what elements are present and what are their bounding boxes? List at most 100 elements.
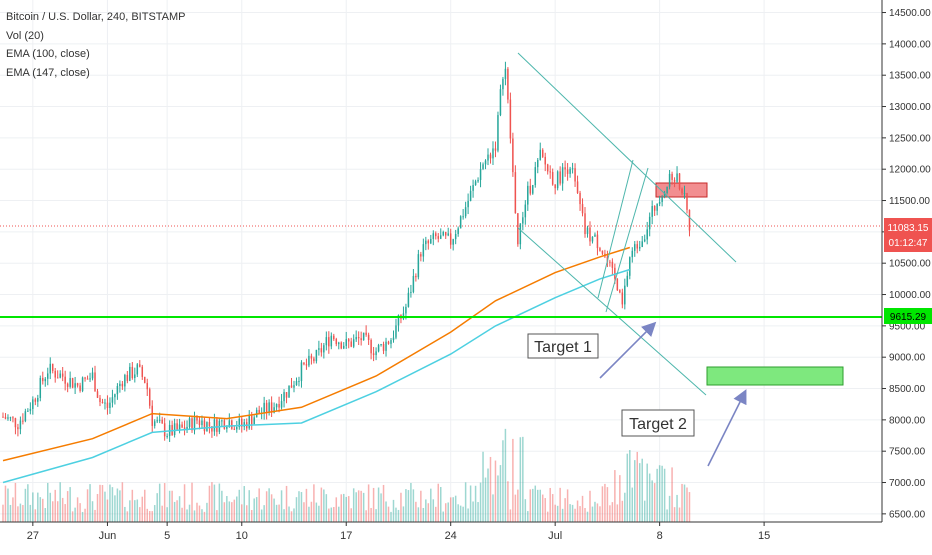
candle-body [163,423,166,437]
candle-body [161,419,163,424]
candle-body [462,216,464,218]
candle-body [422,244,425,257]
legend-ema-slow[interactable]: EMA (147, close) [6,66,90,79]
volume-bar [248,490,250,522]
candle-body [4,416,7,419]
candle-body [504,68,507,79]
x-tick-label: 17 [340,530,352,542]
volume-bar [614,470,616,522]
x-tick-label: 27 [27,530,39,542]
candle-body [86,378,89,380]
candle-body [487,154,489,161]
volume-bar [676,494,678,522]
volume-bar [54,489,56,522]
volume-bar [591,506,594,522]
volume-bar [529,489,532,522]
y-axis[interactable]: 6500.00 7000.00 7500.00 8000.00 8500.00 9000.… [882,8,931,520]
candle-body [397,315,400,326]
volume-bar [375,509,377,522]
volume-bar [32,492,34,522]
volume-bar [81,511,84,522]
volume-bar [400,492,402,522]
volume-bar [442,511,444,522]
legend-symbol[interactable]: Bitcoin / U.S. Dollar, 240, BITSTAMP [6,11,186,23]
candle-body [51,363,54,371]
volume-bar [34,509,37,522]
volume-bar [527,511,529,522]
candle-body [116,386,119,395]
volume-bar [392,499,395,522]
volume-bar [641,458,643,522]
candle-body [330,335,333,347]
candle-body [71,378,74,388]
candle-body [248,415,250,429]
candle-body [94,372,96,392]
volume-bar [464,482,467,522]
volume-bar [561,508,564,522]
volume-bar [420,490,422,522]
volume-bar [136,499,139,522]
candle-body [183,427,186,430]
volume-bar [673,507,676,522]
candle-body [579,192,581,205]
candle-body [405,306,407,314]
candle-body [395,325,397,338]
volume-bar [666,509,668,522]
candle-body [66,383,69,387]
candle-body [178,424,181,430]
volume-bar [303,502,305,522]
volume-bar [243,486,246,522]
volume-bar [390,511,392,522]
volume-bar [355,492,357,522]
volume-bar [14,482,17,522]
candle-body [288,385,290,398]
candle-body [81,377,84,391]
x-axis[interactable]: 27 Jun 5 10 17 24 Jul 8 15 [27,522,771,542]
volume-bar [407,490,410,522]
volume-bar [352,488,355,522]
candle-body [47,373,49,379]
volume-bar [265,491,268,522]
volume-bar [191,482,193,522]
volume-bar [163,483,166,522]
volume-bar [479,482,482,522]
candle-body [452,239,454,245]
volume-bar [216,510,218,522]
volume-bar [648,473,651,522]
candle-body [106,402,109,409]
volume-bar [360,490,362,522]
candle-body [325,337,328,346]
target2-text: Target 2 [629,416,687,433]
legend-ema-fast[interactable]: EMA (100, close) [6,48,90,60]
volume-bar [293,508,295,522]
volume-bar [410,482,412,522]
volume-bar [522,436,524,522]
candle-body [59,373,61,378]
volume-bar [624,492,626,522]
volume-bar [447,502,449,522]
candle-body [34,399,37,402]
candle-body [594,234,596,237]
candle-body [201,420,203,426]
candle-body [643,239,646,242]
volume-bar [260,509,263,522]
volume-bar [144,489,146,522]
candle-body [427,240,430,244]
volume-bar [616,504,619,522]
volume-bar [661,465,663,522]
volume-bar [310,501,313,522]
candle-body [621,292,624,305]
volume-bar [290,511,293,522]
legend-volume[interactable]: Vol (20) [6,29,44,42]
candle-body [362,332,365,341]
candle-body [631,250,634,258]
volume-bar [444,503,447,522]
candle-body [574,168,576,182]
volume-bar [559,487,561,522]
volume-bar [382,484,385,522]
candle-body [569,168,571,174]
candle-body [19,420,22,430]
volume-bar [226,496,228,522]
